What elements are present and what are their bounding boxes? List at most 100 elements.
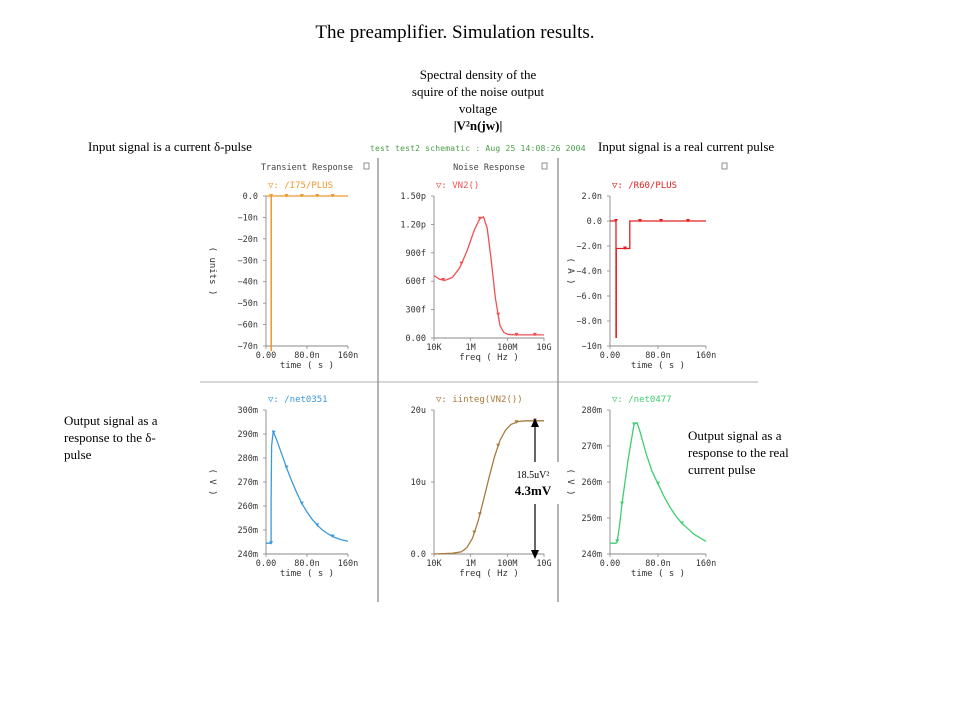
legend-entry: ▽: VN2() — [436, 181, 479, 191]
legend-entry: ▽: /I75/PLUS — [268, 181, 333, 191]
y-tick-label: 900f — [406, 249, 426, 259]
panel-title: Transient Response — [261, 163, 353, 173]
y-tick-label: 290m — [238, 430, 258, 440]
x-tick-label: 0.00 — [256, 351, 276, 361]
data-marker — [638, 219, 642, 223]
data-marker — [496, 443, 501, 448]
y-tick-label: 20u — [411, 406, 426, 416]
x-tick-label: 80.0n — [645, 559, 671, 569]
y-tick-label: 300m — [238, 406, 258, 416]
y-tick-label: 270m — [582, 442, 602, 452]
data-marker — [514, 332, 519, 337]
y-tick-label: −10n — [238, 213, 258, 223]
data-marker — [659, 219, 663, 223]
caption-bottom-right: Output signal as a response to the real … — [688, 427, 828, 478]
y-tick-label: 1.50p — [400, 192, 426, 202]
series-line-output_delta — [266, 429, 349, 544]
window-close-icon — [541, 162, 548, 170]
y-axis-label: ( V ) — [207, 468, 217, 495]
data-marker — [496, 312, 501, 317]
caption-top-left: Input signal is a current δ-pulse — [88, 139, 252, 154]
data-marker — [315, 523, 320, 527]
panel-title: Noise Response — [453, 163, 525, 173]
data-marker — [656, 481, 660, 486]
data-marker — [532, 332, 537, 337]
x-tick-label: 10K — [426, 559, 442, 569]
legend-entry: ▽: /R60/PLUS — [612, 181, 677, 191]
y-tick-label: −8.0n — [576, 317, 602, 327]
y-tick-label: 0.0 — [411, 550, 426, 560]
x-tick-label: 160n — [696, 351, 716, 361]
y-tick-label: 300f — [406, 306, 426, 316]
y-tick-label: 240m — [238, 550, 258, 560]
caption-line: voltage — [458, 101, 498, 116]
data-marker — [614, 219, 618, 223]
noise-formula: |V²n(jw)| — [453, 118, 503, 133]
plot-panel-noise: Noise Response ▽: VN2() 1.50p 1.20p 900f 600f… — [400, 162, 552, 363]
y-tick-label: 260m — [582, 478, 602, 488]
data-marker — [315, 194, 320, 198]
y-axis-label: ( V ) — [565, 468, 575, 495]
caption-line: pulse — [64, 447, 92, 462]
data-marker — [330, 194, 335, 198]
series-line-transient_input — [266, 195, 348, 351]
legend-entry: ▽: /net0351 — [268, 395, 328, 405]
data-marker — [284, 465, 289, 470]
x-axis-label: time ( s ) — [280, 361, 334, 371]
integral-bracket: 18.5uV² 4.3mV — [510, 418, 562, 559]
x-tick-label: 80.0n — [294, 351, 320, 361]
plot-panel-real_input: ▽: /R60/PLUS 2.0n 0.0 −2.0n −4.0n −6.0n −8.0n −… — [565, 162, 728, 371]
data-marker — [686, 219, 690, 223]
series-line-real_input — [610, 220, 706, 338]
y-tick-label: −60n — [238, 321, 258, 331]
caption-line: Output signal as a — [688, 428, 782, 443]
y-tick-label: −20n — [238, 235, 258, 245]
simulation-figure: Transient Response ▽: /I75/PLUS 0.0 −10n −20… — [200, 158, 758, 602]
y-tick-label: −6.0n — [576, 292, 602, 302]
data-marker — [271, 430, 276, 435]
y-tick-label: 260m — [238, 502, 258, 512]
y-tick-label: 240m — [582, 550, 602, 560]
series-line-integral — [433, 420, 544, 555]
y-tick-label: 0.00 — [406, 334, 426, 344]
caption-bottom-left: Output signal as a response to the δ- pu… — [64, 412, 189, 463]
y-tick-label: 280m — [238, 454, 258, 464]
x-tick-label: 160n — [338, 559, 358, 569]
noise-spectrum-caption: Spectral density of the squire of the no… — [392, 66, 564, 134]
caption-line: response to the δ- — [64, 430, 156, 445]
x-axis-label: time ( s ) — [631, 361, 685, 371]
y-tick-label: 2.0n — [582, 192, 602, 202]
integral-annotation-small: 18.5uV² — [517, 470, 550, 481]
plot-panel-transient_input: Transient Response ▽: /I75/PLUS 0.0 −10n −20… — [207, 162, 370, 371]
y-tick-label: −70n — [238, 342, 258, 352]
data-marker — [284, 194, 289, 198]
legend-entry: ▽: /net0477 — [612, 395, 672, 405]
x-tick-label: 10G — [536, 559, 551, 569]
x-tick-label: 10G — [536, 343, 551, 353]
data-marker — [477, 216, 482, 221]
window-close-icon — [363, 162, 370, 170]
caption-line: Output signal as a — [64, 413, 158, 428]
data-marker — [680, 521, 684, 525]
y-tick-label: −50n — [238, 299, 258, 309]
simulator-header: test test2 schematic : Aug 25 14:08:26 2… — [370, 144, 586, 153]
data-marker — [269, 541, 274, 545]
x-axis-label: time ( s ) — [631, 569, 685, 579]
y-tick-label: 270m — [238, 478, 258, 488]
legend-entry: ▽: iinteg(VN2()) — [436, 395, 523, 405]
y-tick-label: 0.0 — [243, 192, 258, 202]
series-line-output_real — [610, 421, 707, 544]
x-tick-label: 80.0n — [645, 351, 671, 361]
x-tick-label: 0.00 — [600, 559, 620, 569]
y-tick-label: −2.0n — [576, 242, 602, 252]
data-marker — [620, 501, 624, 506]
page-title: The preamplifier. Simulation results. — [315, 22, 595, 43]
caption-line: Spectral density of the — [419, 67, 537, 82]
integral-annotation-big: 4.3mV — [515, 483, 552, 498]
x-tick-label: 100M — [497, 559, 517, 569]
window-close-icon — [721, 162, 728, 170]
x-tick-label: 10K — [426, 343, 442, 353]
data-marker — [623, 246, 627, 250]
